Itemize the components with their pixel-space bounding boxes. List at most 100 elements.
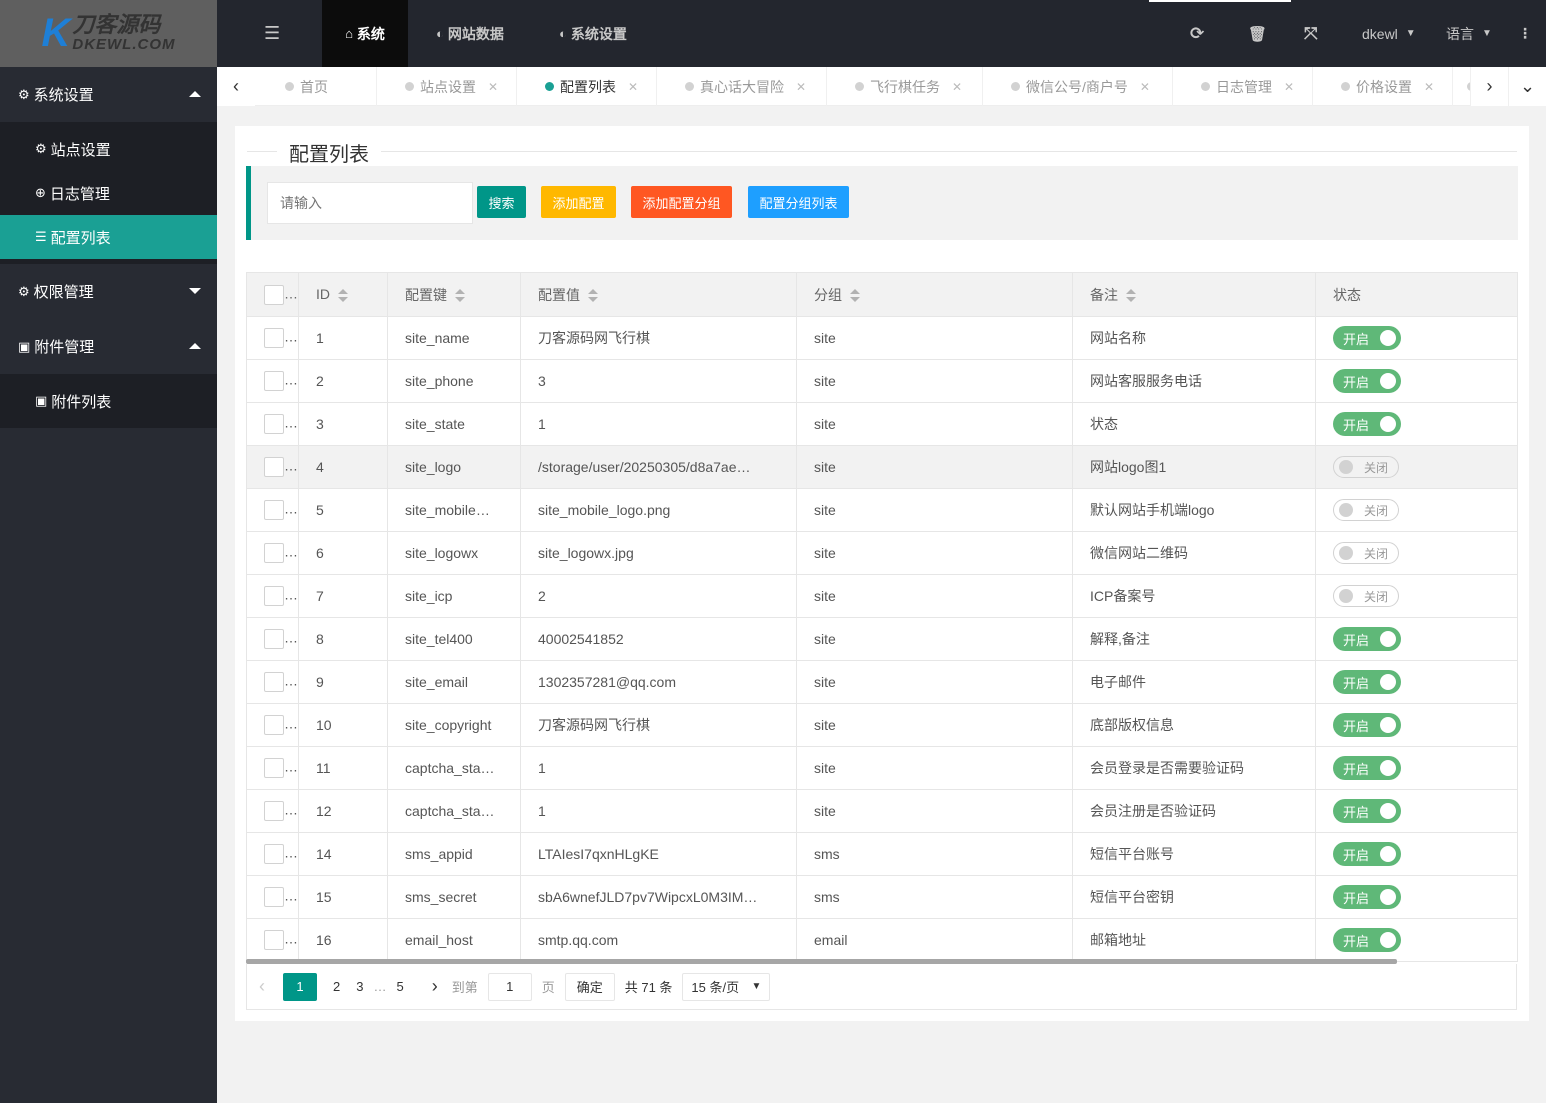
- status-toggle[interactable]: 开启: [1333, 756, 1401, 780]
- status-toggle[interactable]: 开启: [1333, 713, 1401, 737]
- tab-5[interactable]: 微信公号/商户号 ✕: [983, 67, 1173, 106]
- row-checkbox[interactable]: [264, 543, 284, 563]
- sidebar-item-attachment-list[interactable]: ▣ 附件列表: [0, 379, 217, 423]
- tab-1[interactable]: 站点设置 ✕: [377, 67, 517, 106]
- row-checkbox[interactable]: [264, 758, 284, 778]
- tab-status-dot: [1341, 82, 1350, 91]
- refresh-icon[interactable]: ⟳: [1190, 23, 1205, 43]
- goto-page-input[interactable]: 1: [487, 972, 532, 1001]
- column-header[interactable]: 配置键: [387, 272, 521, 317]
- row-checkbox[interactable]: [264, 629, 284, 649]
- status-toggle[interactable]: 开启: [1333, 799, 1401, 823]
- add-config-group-button[interactable]: 添加配置分组: [631, 186, 732, 218]
- row-checkbox[interactable]: [264, 371, 284, 391]
- fullscreen-icon[interactable]: ⤧: [1304, 23, 1318, 43]
- sidebar-item-site-settings[interactable]: ⚙ 站点设置: [0, 127, 217, 171]
- table-cell: 6: [298, 531, 388, 575]
- tabs-next-icon[interactable]: ›: [1470, 67, 1508, 106]
- search-input[interactable]: [267, 182, 473, 224]
- page-button[interactable]: 3: [356, 979, 364, 994]
- page-button[interactable]: 2: [333, 979, 341, 994]
- user-dropdown[interactable]: dkewl ▼: [1362, 0, 1416, 67]
- tab-7[interactable]: 价格设置 ✕: [1313, 67, 1453, 106]
- close-icon[interactable]: ✕: [952, 79, 963, 94]
- status-toggle[interactable]: 开启: [1333, 885, 1401, 909]
- row-checkbox[interactable]: [264, 586, 284, 606]
- config-group-list-button[interactable]: 配置分组列表: [748, 186, 849, 218]
- column-header[interactable]: 分组: [796, 272, 1073, 317]
- sort-icon[interactable]: [1126, 288, 1136, 303]
- sidebar-item-logs[interactable]: ⊕ 日志管理: [0, 171, 217, 215]
- status-toggle[interactable]: 开启: [1333, 670, 1401, 694]
- sort-icon[interactable]: [588, 288, 598, 303]
- add-config-button[interactable]: 添加配置: [541, 186, 616, 218]
- select-all-checkbox[interactable]: [264, 284, 284, 305]
- circle-half-icon: ◐: [436, 26, 444, 41]
- row-checkbox[interactable]: [264, 887, 284, 907]
- status-toggle[interactable]: 开启: [1333, 326, 1401, 350]
- tabs-dropdown-icon[interactable]: ⌄: [1508, 67, 1546, 106]
- close-icon[interactable]: ✕: [628, 79, 639, 94]
- header-menu-site-data[interactable]: ◐ 网站数据: [436, 0, 504, 67]
- horizontal-scrollbar[interactable]: [246, 959, 1397, 964]
- sort-icon[interactable]: [338, 288, 348, 303]
- close-icon[interactable]: ✕: [796, 79, 807, 94]
- tabs-prev-icon[interactable]: ‹: [217, 67, 255, 106]
- close-icon[interactable]: ✕: [488, 79, 499, 94]
- sort-icon[interactable]: [850, 288, 860, 303]
- tab-6[interactable]: 日志管理 ✕: [1173, 67, 1313, 106]
- language-dropdown[interactable]: 语言 ▼: [1446, 0, 1492, 67]
- sidebar-item-config-list[interactable]: ☰ 配置列表: [0, 215, 217, 259]
- trash-icon[interactable]: 🗑: [1248, 25, 1268, 43]
- next-page-icon[interactable]: ›: [431, 976, 438, 996]
- status-toggle[interactable]: 关闭: [1333, 585, 1400, 607]
- sidebar-group-attachments[interactable]: ▣ 附件管理: [0, 319, 217, 374]
- row-checkbox[interactable]: [264, 672, 284, 692]
- header-menu-system[interactable]: ⌂ 系统: [322, 0, 408, 67]
- prev-page-icon[interactable]: ‹: [259, 976, 265, 996]
- tab-3[interactable]: 真心话大冒险 ✕: [657, 67, 827, 106]
- status-toggle[interactable]: 开启: [1333, 842, 1401, 866]
- sidebar-group-permissions[interactable]: ⚙ 权限管理: [0, 264, 217, 319]
- column-header[interactable]: 备注: [1072, 272, 1316, 317]
- more-vertical-icon[interactable]: ⋮: [1518, 25, 1532, 41]
- column-label: 备注: [1090, 286, 1118, 303]
- tab-2[interactable]: 配置列表 ✕: [517, 67, 657, 106]
- status-toggle[interactable]: 关闭: [1333, 499, 1400, 521]
- column-header[interactable]: ID: [298, 272, 388, 317]
- close-icon[interactable]: ✕: [1284, 79, 1295, 94]
- logo[interactable]: K 刀客源码 DKEWL.COM: [0, 0, 217, 67]
- close-icon[interactable]: ✕: [1424, 79, 1435, 94]
- row-checkbox[interactable]: [264, 930, 284, 950]
- column-header[interactable]: 配置值: [520, 272, 797, 317]
- row-checkbox[interactable]: [264, 715, 284, 735]
- row-checkbox[interactable]: [264, 414, 284, 434]
- goto-confirm-button[interactable]: 确定: [564, 972, 615, 1001]
- status-toggle[interactable]: 开启: [1333, 928, 1401, 952]
- header-menu-system-settings[interactable]: ◐ 系统设置: [559, 0, 627, 67]
- page-button[interactable]: 5: [396, 979, 404, 994]
- tab-0[interactable]: 首页: [257, 67, 377, 106]
- status-cell: 关闭: [1315, 488, 1518, 532]
- tab-label: 真心话大冒险: [700, 78, 784, 95]
- row-checkbox[interactable]: [264, 500, 284, 520]
- status-toggle[interactable]: 开启: [1333, 369, 1401, 393]
- tab-label: 站点设置: [420, 78, 476, 95]
- status-toggle[interactable]: 开启: [1333, 627, 1401, 651]
- status-toggle[interactable]: 关闭: [1333, 542, 1400, 564]
- row-checkbox[interactable]: [264, 328, 284, 348]
- page-button[interactable]: 1: [283, 972, 317, 1001]
- status-toggle[interactable]: 开启: [1333, 412, 1401, 436]
- row-checkbox[interactable]: [264, 457, 284, 477]
- tab-4[interactable]: 飞行棋任务 ✕: [827, 67, 983, 106]
- sort-icon[interactable]: [455, 288, 465, 303]
- row-checkbox[interactable]: [264, 801, 284, 821]
- status-cell: 开启: [1315, 316, 1518, 360]
- status-toggle[interactable]: 关闭: [1333, 456, 1400, 478]
- row-checkbox[interactable]: [264, 844, 284, 864]
- search-button[interactable]: 搜索: [477, 186, 526, 218]
- per-page-select[interactable]: 15 条/页 ▼: [682, 972, 771, 1001]
- menu-toggle-icon[interactable]: ☰: [264, 23, 281, 43]
- close-icon[interactable]: ✕: [1139, 79, 1150, 94]
- sidebar-group-system-settings[interactable]: ⚙ 系统设置: [0, 67, 217, 122]
